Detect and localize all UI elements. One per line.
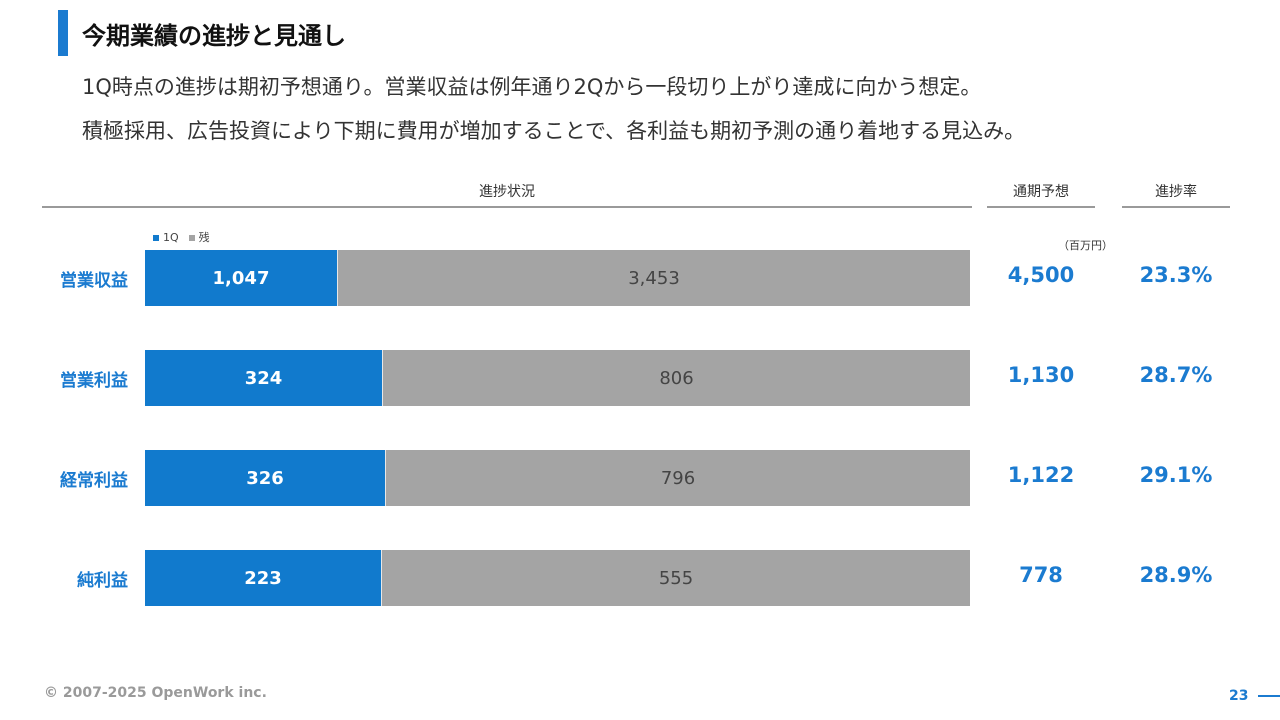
rate-value-ordinary-profit: 29.1% [1139,463,1213,487]
bar-remaining-ordinary-profit: 796 [385,450,970,506]
bar-remaining-net-profit: 555 [381,550,970,606]
bar-1q-operating-profit: 324 [145,350,382,406]
chart-legend: 1Q 残 [153,229,210,245]
rate-value-operating-profit: 28.7% [1139,363,1213,387]
forecast-value-ordinary-profit: 1,122 [1007,463,1075,487]
legend-item-1q: 1Q [153,231,179,244]
page-title: 今期業績の進捗と見通し [82,22,346,50]
row-label-ordinary-profit: 経常利益 [60,471,128,491]
forecast-value-operating-profit: 1,130 [1007,363,1075,387]
title-accent-bar [58,10,68,56]
rate-column-header: 進捗率 [1155,184,1197,200]
bar-remaining-operating-profit: 806 [382,350,970,406]
bar-1q-operating-revenue: 1,047 [145,250,337,306]
row-label-operating-revenue: 営業収益 [60,271,128,291]
legend-label-1q: 1Q [163,230,179,244]
unit-label: （百万円） [1058,239,1113,252]
row-label-net-profit: 純利益 [77,571,128,591]
lead-line-2: 積極採用、広告投資により下期に費用が増加することで、各利益も期初予測の通り着地す… [82,119,1026,143]
legend-item-remaining: 残 [188,229,210,245]
bar-1q-ordinary-profit: 326 [145,450,385,506]
page-number-rule [1258,695,1280,697]
page-number: 23 [1229,688,1249,704]
legend-swatch-remaining [188,235,195,241]
rate-value-net-profit: 28.9% [1139,563,1213,587]
bar-1q-net-profit: 223 [145,550,381,606]
bar-remaining-operating-revenue: 3,453 [337,250,970,306]
progress-column-header: 進捗状況 [479,184,535,200]
legend-label-remaining: 残 [198,231,210,244]
legend-swatch-1q [153,234,159,241]
forecast-value-operating-revenue: 4,500 [1007,263,1075,287]
rate-value-operating-revenue: 23.3% [1139,263,1213,287]
rate-header-rule [1122,206,1230,208]
copyright-text: © 2007-2025 OpenWork inc. [44,685,267,701]
lead-line-1: 1Q時点の進捗は期初予想通り。営業収益は例年通り2Qから一段切り上がり達成に向か… [82,75,982,99]
progress-header-rule [42,206,972,208]
forecast-header-rule [987,206,1095,208]
forecast-value-net-profit: 778 [1019,563,1063,587]
row-label-operating-profit: 営業利益 [60,371,128,391]
forecast-column-header: 通期予想 [1013,184,1069,200]
